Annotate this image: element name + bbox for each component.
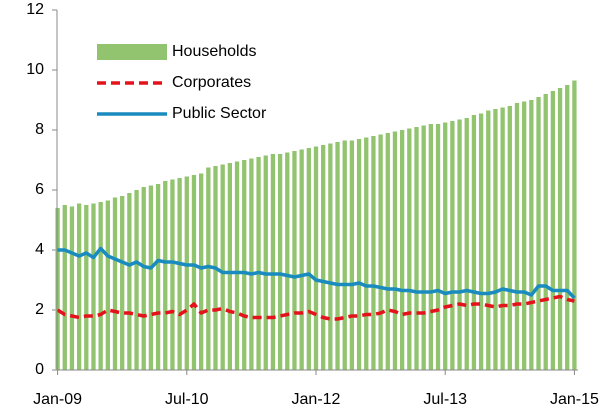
- bar: [428, 124, 434, 370]
- bar: [256, 157, 261, 370]
- bar: [227, 163, 233, 370]
- bar: [220, 164, 225, 370]
- line-series: [57, 246, 576, 300]
- bar: [385, 133, 390, 370]
- bar: [105, 200, 110, 370]
- y-tick-label: 8: [35, 121, 44, 138]
- bar: [321, 145, 326, 370]
- bar: [414, 127, 419, 370]
- y-tick-label: 4: [35, 241, 44, 258]
- legend-swatch: [97, 44, 167, 60]
- bar: [543, 94, 548, 370]
- bar: [91, 203, 96, 370]
- legend-label: Public Sector: [172, 105, 267, 122]
- bar: [177, 178, 182, 370]
- x-tick-label: Jul-13: [423, 391, 467, 408]
- x-tick-label: Jan-15: [550, 391, 599, 408]
- bar: [285, 152, 290, 370]
- bar: [270, 154, 276, 370]
- bar: [299, 149, 304, 370]
- bar: [557, 88, 563, 370]
- x-tick-label: Jan-09: [33, 391, 82, 408]
- y-tick-label: 0: [35, 361, 44, 378]
- bar: [493, 109, 498, 370]
- x-tick-label: Jan-12: [292, 391, 341, 408]
- legend-label: Households: [172, 43, 257, 60]
- bar: [471, 115, 477, 370]
- bar: [249, 158, 254, 370]
- bar: [565, 85, 570, 370]
- bar: [364, 137, 369, 370]
- bar: [76, 203, 82, 370]
- x-tick-label: Jul-10: [165, 391, 209, 408]
- bar: [342, 140, 347, 370]
- bar: [198, 173, 204, 370]
- bar: [335, 142, 340, 370]
- bar: [206, 167, 211, 370]
- legend-label: Corporates: [172, 74, 251, 91]
- bar: [163, 181, 168, 370]
- bar: [127, 193, 132, 370]
- bar: [120, 196, 125, 370]
- bar: [184, 176, 189, 370]
- bar: [112, 197, 118, 370]
- bar: [550, 91, 556, 370]
- bar: [141, 187, 146, 370]
- bar: [536, 97, 541, 370]
- bar: [421, 125, 426, 370]
- bar: [378, 134, 383, 370]
- bar: [306, 148, 311, 370]
- bar: [191, 175, 197, 370]
- y-tick-label: 10: [26, 61, 44, 78]
- bar: [98, 202, 103, 370]
- bar: [399, 130, 405, 370]
- bar: [443, 122, 448, 370]
- y-tick-label: 2: [35, 301, 44, 318]
- bar: [507, 106, 512, 370]
- bar: [155, 184, 161, 370]
- bar: [478, 113, 484, 370]
- line-series: [56, 294, 575, 321]
- bar: [514, 103, 520, 370]
- bar: [313, 146, 319, 370]
- bar: [457, 119, 462, 370]
- bar: [148, 185, 154, 370]
- y-tick-label: 6: [35, 181, 44, 198]
- bar: [522, 101, 527, 370]
- bar: [407, 128, 412, 370]
- bar: [356, 139, 362, 370]
- bar: [349, 140, 355, 370]
- bar: [292, 151, 297, 370]
- bar: [62, 205, 67, 370]
- bar: [134, 190, 139, 370]
- bar: [55, 208, 60, 370]
- bar: [435, 124, 441, 370]
- bar: [392, 131, 398, 370]
- bar: [84, 205, 89, 370]
- y-tick-label: 12: [26, 1, 44, 18]
- bar: [450, 121, 455, 370]
- bar: [572, 80, 577, 370]
- bar: [464, 118, 469, 370]
- bar: [69, 206, 75, 370]
- bar: [277, 154, 283, 370]
- bar: [486, 110, 491, 370]
- bar: [242, 160, 247, 370]
- bar: [529, 100, 534, 370]
- bar: [234, 161, 240, 370]
- bar: [328, 143, 333, 370]
- bar: [371, 136, 376, 370]
- bar: [500, 107, 505, 370]
- bar: [170, 179, 175, 370]
- bar: [263, 155, 268, 370]
